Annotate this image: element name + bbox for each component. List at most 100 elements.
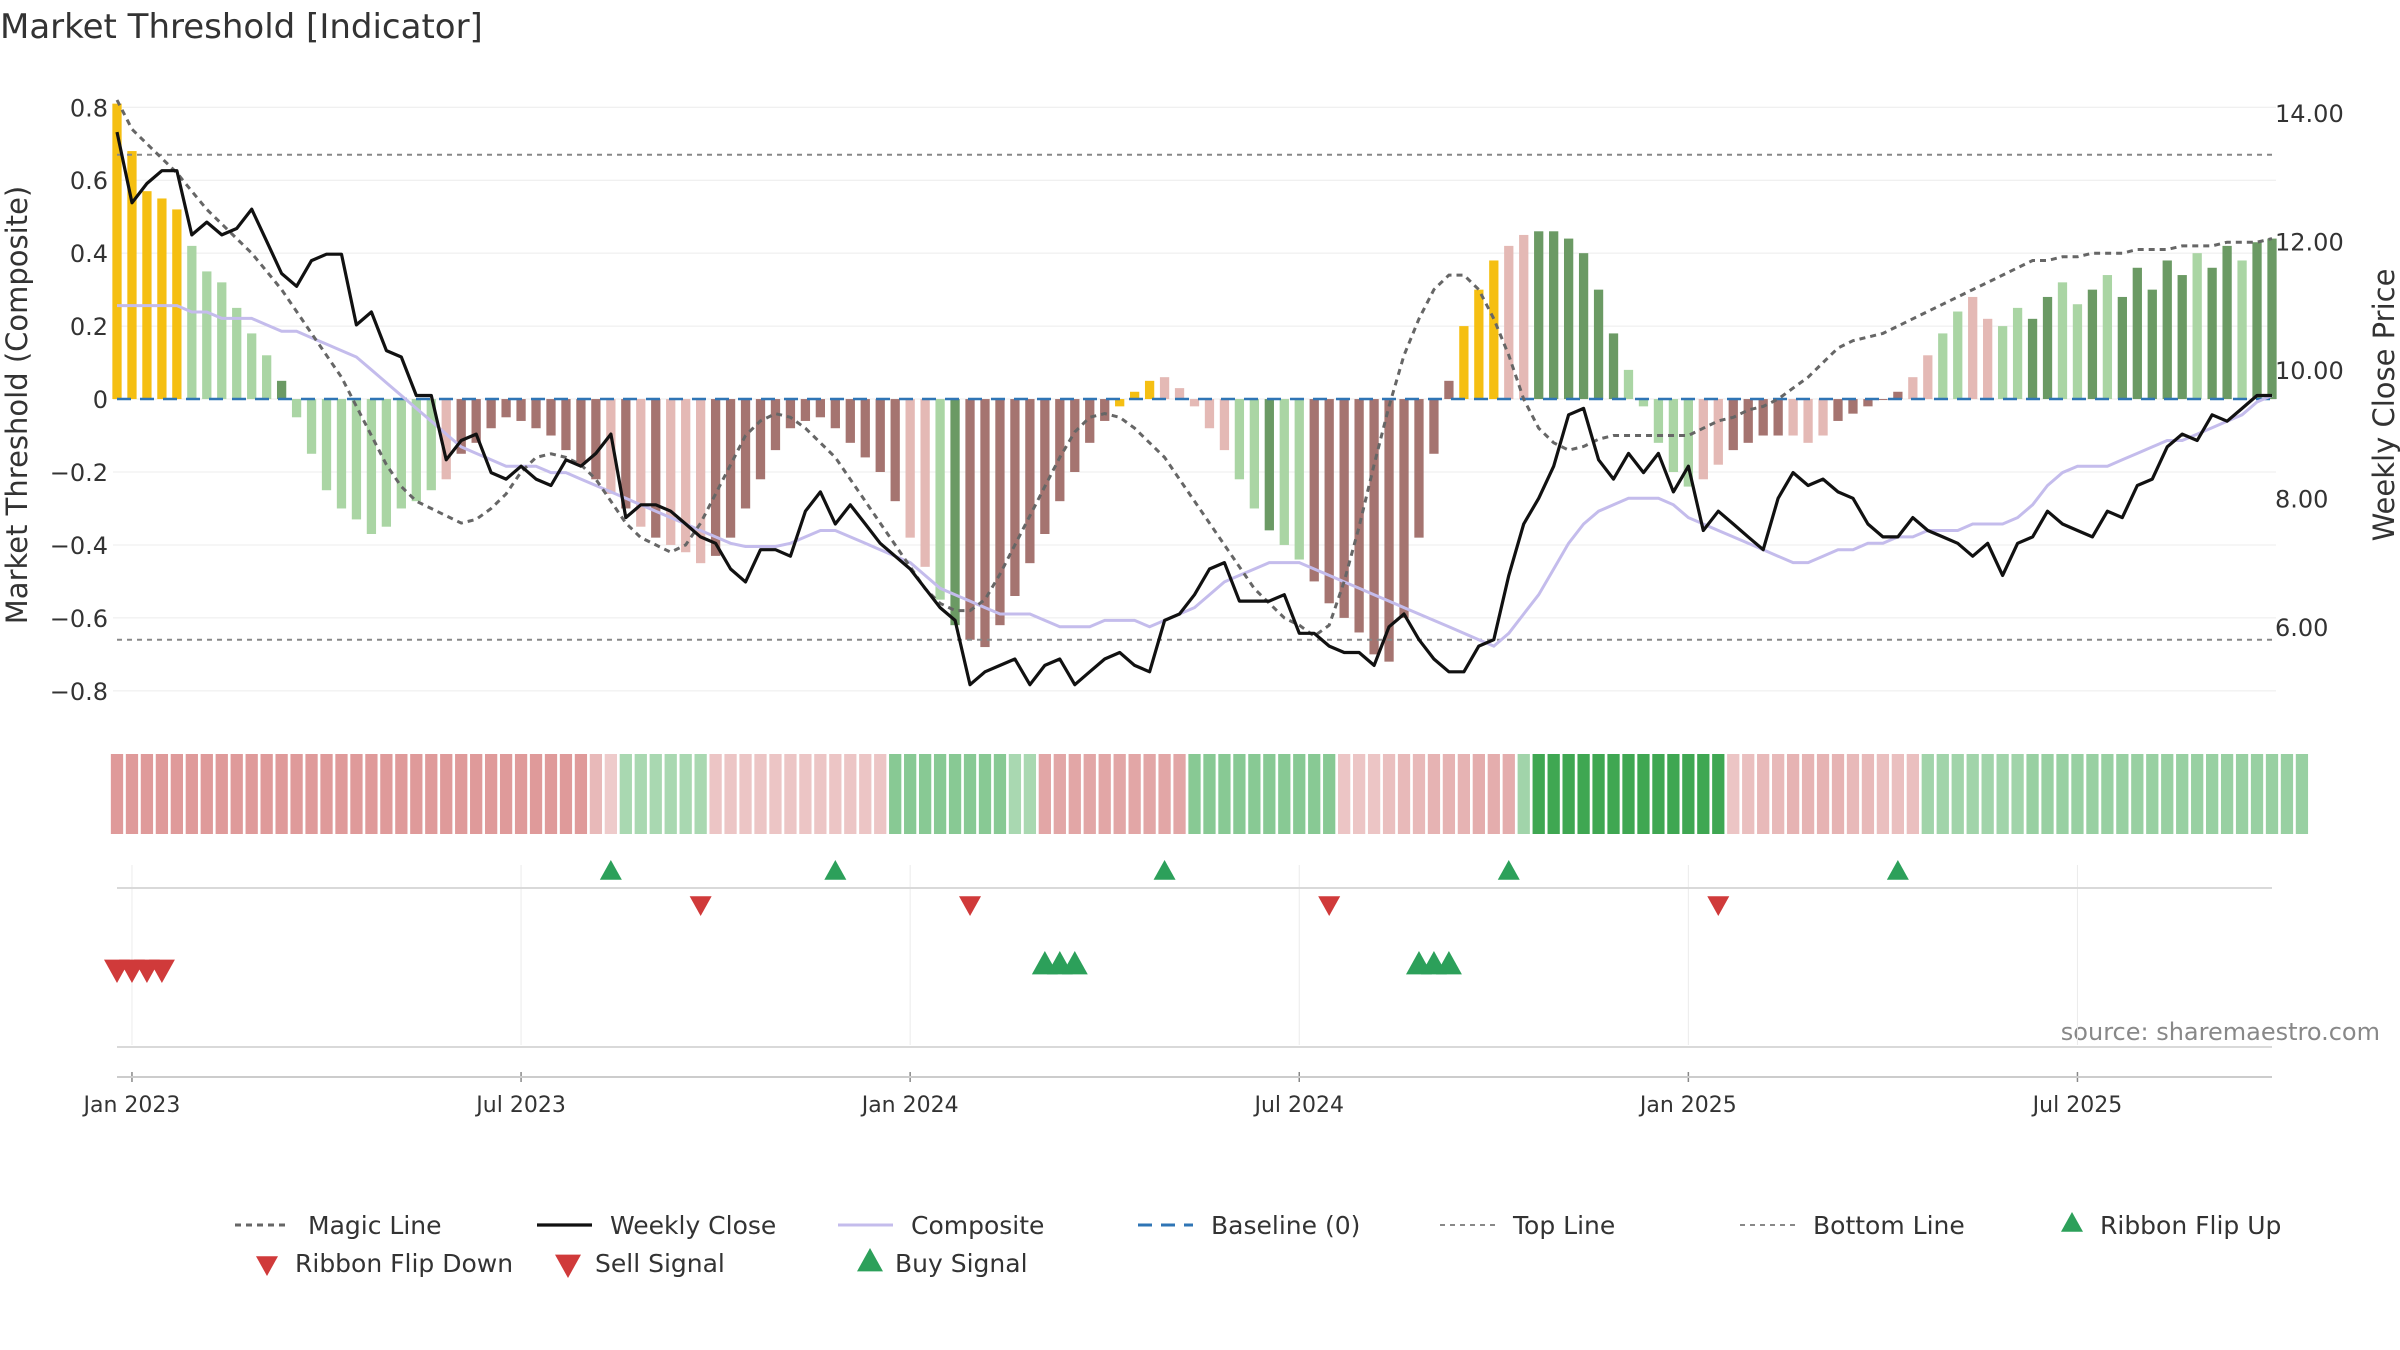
ribbon-cell bbox=[1023, 754, 1037, 834]
ribbon-cell bbox=[2161, 754, 2174, 834]
legend-item-composite: Composite bbox=[838, 1211, 1044, 1240]
magic-line bbox=[115, 99, 2273, 638]
ribbon-cell bbox=[470, 754, 483, 834]
ribbon-cell bbox=[1667, 754, 1680, 834]
composite-bar bbox=[1354, 399, 1364, 633]
ribbon-flip-up-marker bbox=[824, 860, 847, 880]
ribbon-cell bbox=[1936, 754, 1949, 834]
y-right-tick-label: 12.00 bbox=[2275, 228, 2344, 256]
ribbon-cell bbox=[694, 754, 707, 834]
legend-label: Top Line bbox=[1512, 1211, 1615, 1240]
ribbon-cell bbox=[1338, 754, 1351, 834]
axes: 0.8 0.6 0.4 0.2 0 −0.2 −0.4 −0.6 −0.8 14.00 12.00 1… bbox=[50, 94, 2344, 1118]
composite-bar bbox=[1953, 311, 1963, 400]
composite-bar bbox=[1549, 231, 1559, 400]
ribbon-flip-down-marker bbox=[959, 896, 982, 916]
composite-bar bbox=[306, 399, 317, 454]
composite-bar bbox=[1534, 231, 1544, 400]
ribbon-cell bbox=[724, 754, 737, 834]
composite-bar bbox=[636, 399, 646, 527]
ribbon-cell bbox=[1412, 754, 1426, 834]
composite-bar bbox=[1593, 289, 1604, 400]
composite-bar bbox=[800, 399, 811, 421]
ribbon-cell bbox=[215, 754, 228, 834]
ribbon-cell bbox=[1098, 754, 1111, 834]
legend-item-bottom: Bottom Line bbox=[1740, 1211, 1965, 1240]
composite-bar bbox=[1115, 399, 1125, 407]
ribbon-cell bbox=[290, 754, 303, 834]
ribbon-cell bbox=[529, 754, 543, 834]
composite-bar bbox=[2102, 275, 2113, 400]
ribbon-cell bbox=[978, 754, 992, 834]
composite-bar bbox=[1938, 333, 1948, 400]
ribbon-cell bbox=[2116, 754, 2129, 834]
composite-bar bbox=[1638, 399, 1649, 407]
ribbon-cell bbox=[1712, 754, 1725, 834]
ribbon-cell bbox=[125, 754, 139, 834]
composite-bar bbox=[516, 399, 526, 421]
ribbon-cell bbox=[1203, 754, 1216, 834]
composite-bar bbox=[262, 355, 272, 400]
y-axis-right-label: Weekly Close Price bbox=[2367, 269, 2400, 542]
composite-bar bbox=[1159, 377, 1170, 400]
ribbon-cell bbox=[739, 754, 752, 834]
ribbon-cell bbox=[814, 754, 827, 834]
y-left-tick-label: −0.2 bbox=[50, 459, 108, 487]
legend-item-baseline: Baseline (0) bbox=[1138, 1211, 1360, 1240]
composite-bar bbox=[815, 399, 826, 418]
ribbon-cell bbox=[754, 754, 767, 834]
ribbon-cell bbox=[1742, 754, 1755, 834]
ribbon-cell bbox=[799, 754, 812, 834]
ribbon-cell bbox=[1293, 754, 1306, 834]
ribbon-cell bbox=[1831, 754, 1845, 834]
composite-bar bbox=[471, 399, 481, 443]
ribbon-cell bbox=[769, 754, 782, 834]
x-tick-label: Jul 2024 bbox=[1252, 1093, 1344, 1118]
composite-bar bbox=[1848, 399, 1858, 414]
composite-bar bbox=[187, 245, 197, 400]
ribbon-flip-up-marker bbox=[1497, 860, 1520, 880]
ribbon-cell bbox=[1352, 754, 1366, 834]
composite-bar bbox=[1129, 391, 1140, 400]
buy-signal-marker bbox=[1061, 951, 1088, 975]
ribbon-cell bbox=[2131, 754, 2144, 834]
ribbon-cell bbox=[1367, 754, 1381, 834]
composite-bar bbox=[1444, 380, 1454, 400]
ribbon-cell bbox=[1308, 754, 1321, 834]
ribbon-cell bbox=[1772, 754, 1785, 834]
composite-bar bbox=[1743, 399, 1753, 443]
ribbon-cell bbox=[1502, 754, 1515, 834]
ribbon-flip-down-marker bbox=[1318, 896, 1341, 916]
x-tick-label: Jul 2025 bbox=[2031, 1093, 2123, 1118]
ribbon-cell bbox=[1682, 754, 1695, 834]
composite-bar bbox=[1414, 399, 1424, 538]
composite-bar bbox=[1339, 399, 1349, 618]
composite-bar bbox=[740, 399, 751, 509]
composite-bar bbox=[2042, 296, 2053, 400]
ribbon-cell bbox=[889, 754, 902, 834]
ribbon-cell bbox=[1113, 754, 1126, 834]
ribbon-cell bbox=[1637, 754, 1650, 834]
legend-swatch-buy bbox=[857, 1248, 883, 1272]
composite-bar bbox=[2162, 260, 2172, 400]
composite-bar bbox=[621, 399, 631, 509]
ribbon-cell bbox=[2011, 754, 2024, 834]
ribbon-cell bbox=[1382, 754, 1396, 834]
composite-bar bbox=[1623, 369, 1634, 400]
ribbon-cell bbox=[2056, 754, 2069, 834]
ribbon-cell bbox=[1053, 754, 1066, 834]
ribbon-cell bbox=[2235, 754, 2249, 834]
composite-bar bbox=[247, 333, 257, 400]
composite-bar bbox=[950, 399, 960, 626]
ribbon-cell bbox=[1996, 754, 2009, 834]
ribbon-cell bbox=[1427, 754, 1441, 834]
ribbon-cell bbox=[1248, 754, 1261, 834]
ribbon-cell bbox=[1966, 754, 1979, 834]
y-right-tick-label: 6.00 bbox=[2275, 614, 2328, 642]
ribbon-cell bbox=[1218, 754, 1231, 834]
composite-bar bbox=[546, 399, 556, 436]
legend-label: Baseline (0) bbox=[1211, 1211, 1360, 1240]
composite-bar bbox=[1923, 355, 1933, 400]
ribbon-cell bbox=[679, 754, 692, 834]
